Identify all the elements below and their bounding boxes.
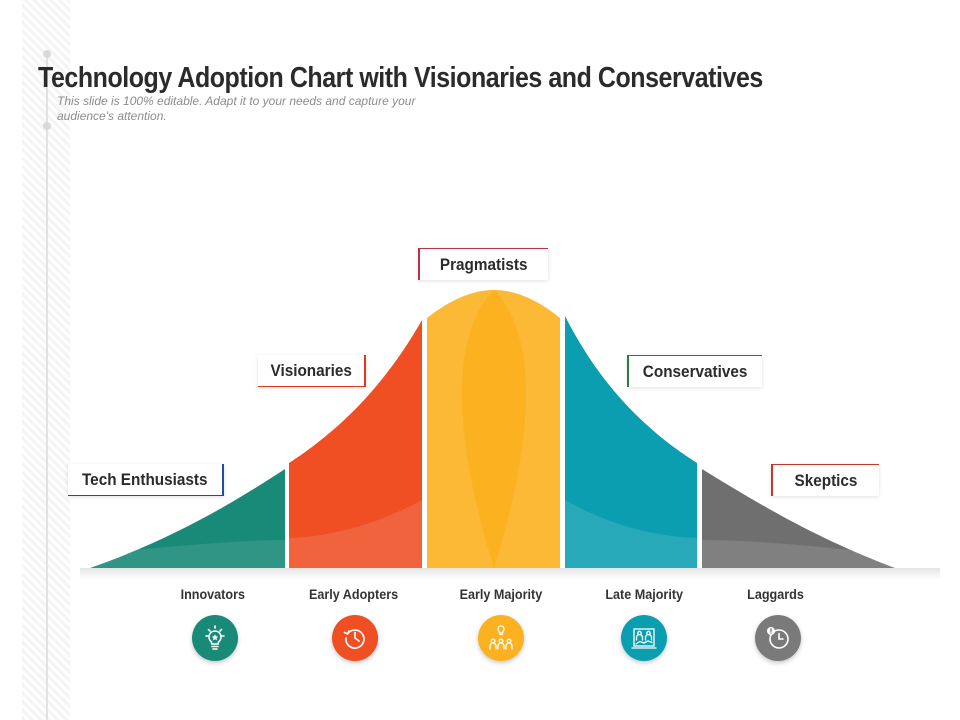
segment-laggards: [702, 469, 895, 568]
segment-early-majority: [427, 290, 560, 568]
callout-conservatives-label: Conservatives: [643, 361, 748, 381]
segment-innovators-highlight: [90, 540, 285, 568]
team-idea-icon: [478, 615, 524, 661]
segment-early-majority-arc-right: [494, 290, 560, 568]
stage-label-early-adopters: Early Adopters: [309, 586, 399, 602]
people-chart-icon: [621, 615, 667, 661]
decorative-dot-top: [43, 50, 51, 58]
segment-laggards-highlight: [702, 540, 895, 568]
callout-conservatives: Conservatives: [627, 355, 762, 387]
decorative-side-line: [46, 56, 48, 720]
page-subtitle: This slide is 100% editable. Adapt it to…: [57, 94, 416, 123]
stage-label-late-majority: Late Majority: [605, 586, 683, 602]
stage-label-laggards: Laggards: [747, 586, 805, 602]
segment-late-majority-highlight: [565, 500, 697, 568]
callout-tech-enthusiasts: Tech Enthusiasts: [68, 464, 224, 496]
segment-innovators: [90, 469, 285, 568]
callout-visionaries: Visionaries: [258, 355, 366, 387]
stage-label-early-majority: Early Majority: [459, 586, 543, 602]
segment-early-adopters: [289, 320, 422, 568]
segment-late-majority: [565, 316, 697, 568]
lightbulb-icon: [192, 615, 238, 661]
stage-label-innovators: Innovators: [180, 586, 246, 602]
decorative-dot-bottom: [43, 122, 51, 130]
segment-early-adopters-highlight: [289, 500, 422, 568]
callout-skeptics-label: Skeptics: [794, 470, 858, 490]
segment-early-majority-arc-left: [427, 290, 494, 568]
page-title: Technology Adoption Chart with Visionari…: [38, 62, 763, 94]
callout-tech-enthusiasts-label: Tech Enthusiasts: [82, 469, 208, 489]
clock-alert-icon: [755, 615, 801, 661]
callout-visionaries-label: Visionaries: [270, 360, 352, 380]
curve-base-shadow: [80, 568, 940, 580]
callout-pragmatists-label: Pragmatists: [440, 254, 528, 274]
clock-history-icon: [332, 615, 378, 661]
callout-pragmatists: Pragmatists: [418, 248, 548, 280]
callout-skeptics: Skeptics: [771, 464, 879, 496]
